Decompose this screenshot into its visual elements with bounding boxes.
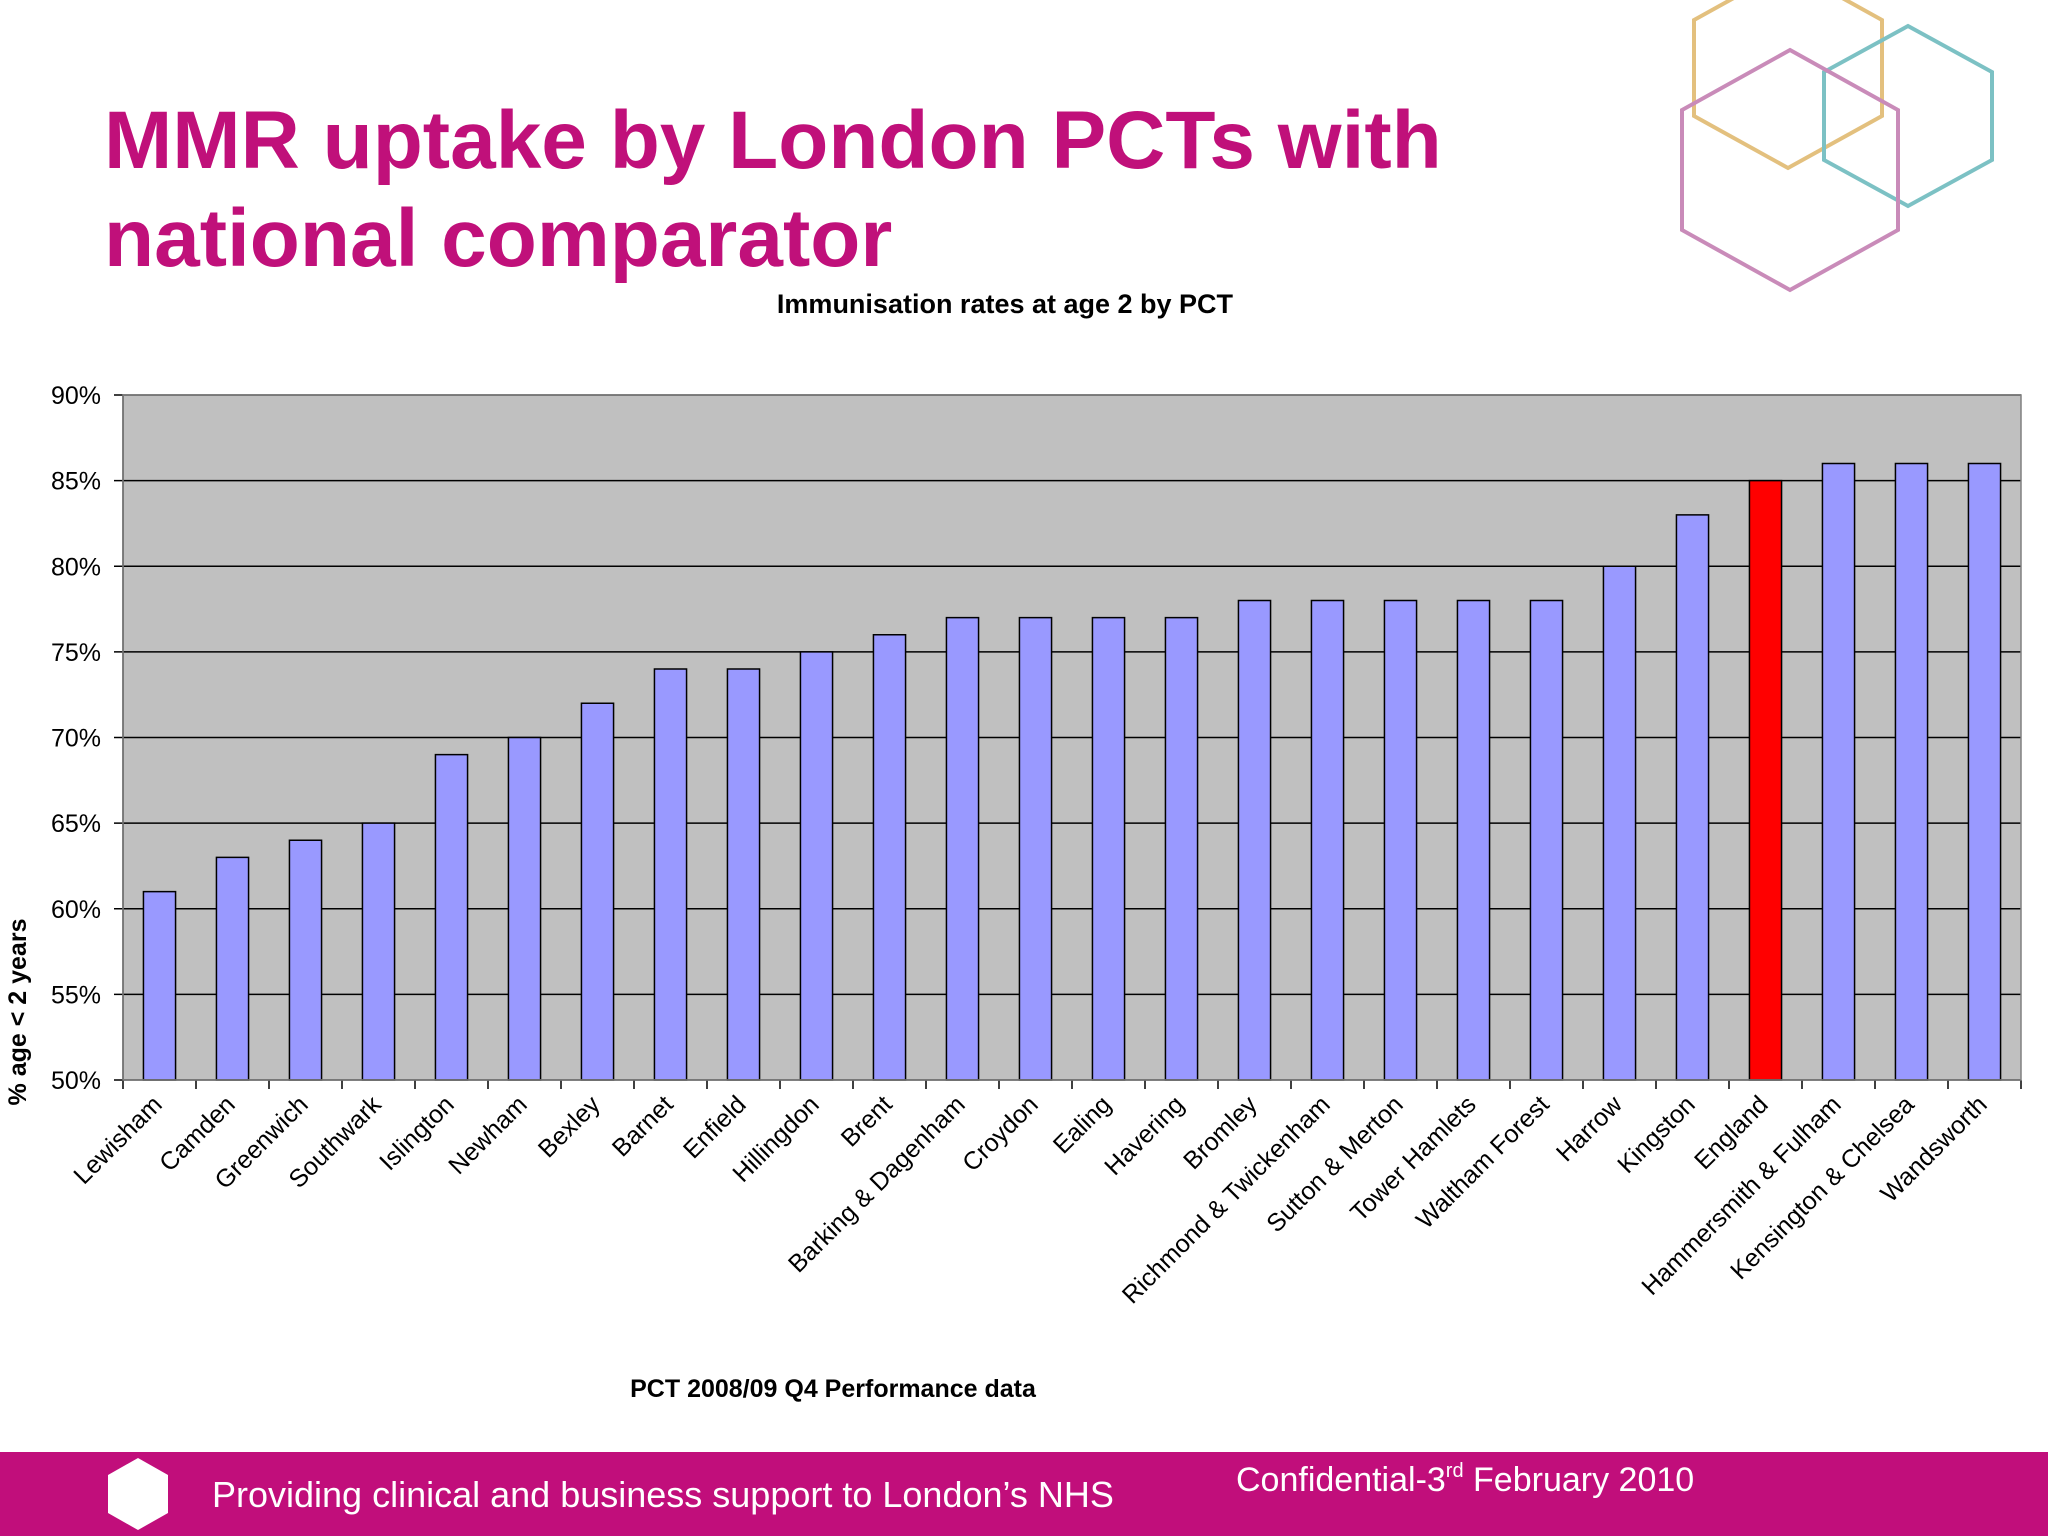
confidential-ordinal: rd bbox=[1445, 1460, 1464, 1482]
bar bbox=[1237, 599, 1272, 1081]
footer-tagline: Providing clinical and business support … bbox=[212, 1474, 1114, 1515]
bar bbox=[1091, 616, 1126, 1081]
y-tick-label: 60% bbox=[51, 896, 101, 924]
bar bbox=[1894, 462, 1929, 1081]
x-tick-label: Enfield bbox=[678, 1090, 752, 1164]
x-tick-label: Newham bbox=[443, 1090, 533, 1180]
bar bbox=[1529, 599, 1564, 1081]
bar bbox=[288, 839, 323, 1081]
x-tick-label: Tower Hamlets bbox=[1345, 1090, 1482, 1227]
bar bbox=[799, 651, 834, 1081]
bar bbox=[945, 616, 980, 1081]
x-axis-label: PCT 2008/09 Q4 Performance data bbox=[630, 1375, 1037, 1403]
y-tick-label: 50% bbox=[51, 1067, 101, 1095]
footer-bar: Providing clinical and business support … bbox=[0, 1452, 2048, 1536]
y-tick-label: 75% bbox=[51, 639, 101, 667]
bar bbox=[726, 668, 761, 1081]
y-tick-label: 90% bbox=[51, 382, 101, 410]
x-tick-label: Waltham Forest bbox=[1411, 1090, 1555, 1234]
bar bbox=[507, 736, 542, 1081]
bar bbox=[653, 668, 688, 1081]
y-tick-label: 70% bbox=[51, 725, 101, 753]
bar bbox=[361, 822, 396, 1081]
bar bbox=[1456, 599, 1491, 1081]
hexagon-logo-icon bbox=[108, 1458, 168, 1530]
bar bbox=[1602, 565, 1637, 1081]
confidential-suffix: February 2010 bbox=[1463, 1461, 1695, 1499]
bar bbox=[1675, 514, 1710, 1081]
bar-chart: Immunisation rates at age 2 by PCT PCT 2… bbox=[4, 289, 2022, 1403]
slide-title-line-1: MMR uptake by London PCTs with bbox=[104, 95, 1442, 186]
bar bbox=[1018, 616, 1053, 1081]
x-tick-label: Sutton & Merton bbox=[1261, 1090, 1409, 1238]
bar bbox=[142, 890, 177, 1081]
x-tick-label: Brent bbox=[836, 1090, 898, 1152]
bar bbox=[1967, 462, 2002, 1081]
x-tick-label: Barnet bbox=[607, 1090, 679, 1162]
y-tick-label: 80% bbox=[51, 553, 101, 581]
bar bbox=[215, 856, 250, 1081]
bar bbox=[1383, 599, 1418, 1081]
x-tick-label: Havering bbox=[1099, 1090, 1190, 1181]
confidential-date: Confidential-3rd February 2010 bbox=[1236, 1460, 1694, 1500]
bar bbox=[1821, 462, 1856, 1081]
bar bbox=[580, 702, 615, 1081]
y-tick-label: 85% bbox=[51, 468, 101, 496]
slide-title-line-2: national comparator bbox=[104, 193, 893, 284]
bar bbox=[1164, 616, 1199, 1081]
y-tick-label: 65% bbox=[51, 810, 101, 838]
plot-border bbox=[122, 394, 2022, 1081]
slide-title: MMR uptake by London PCTs with national … bbox=[104, 92, 1554, 288]
hexagon-decoration-icon bbox=[1680, 0, 1994, 293]
x-tick-label: Lewisham bbox=[68, 1090, 167, 1189]
x-tick-label: Ealing bbox=[1048, 1090, 1117, 1159]
x-tick-label: Croydon bbox=[957, 1090, 1044, 1177]
bar bbox=[434, 753, 469, 1081]
confidential-prefix: Confidential-3 bbox=[1236, 1461, 1446, 1499]
y-axis-label: % age < 2 years bbox=[4, 919, 32, 1106]
bar bbox=[872, 634, 907, 1081]
x-tick-label: Bexley bbox=[533, 1090, 606, 1163]
bar bbox=[1748, 479, 1783, 1081]
chart-title: Immunisation rates at age 2 by PCT bbox=[777, 289, 1234, 319]
bar bbox=[1310, 599, 1345, 1081]
x-tick-label: Kingston bbox=[1612, 1090, 1701, 1179]
y-tick-label: 55% bbox=[51, 981, 101, 1009]
